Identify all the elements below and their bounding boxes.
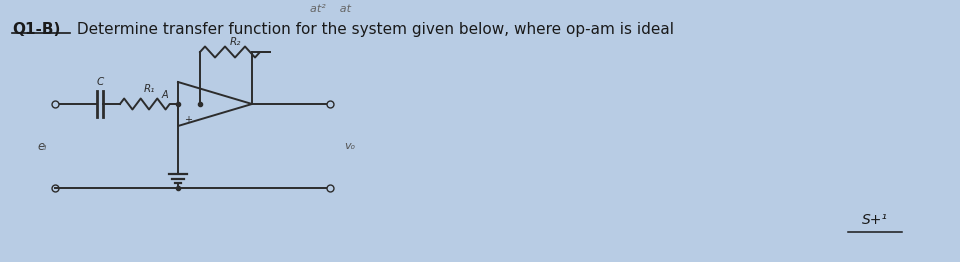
Text: A: A	[161, 90, 168, 100]
Text: R₁: R₁	[143, 84, 155, 94]
Text: Q1-B): Q1-B)	[12, 22, 60, 37]
Text: vₒ: vₒ	[344, 141, 355, 151]
Text: eᵢ: eᵢ	[37, 139, 47, 152]
Text: S+¹: S+¹	[862, 213, 888, 227]
Text: Determine transfer function for the system given below, where op-am is ideal: Determine transfer function for the syst…	[72, 22, 674, 37]
Text: C: C	[96, 77, 104, 87]
Text: R₂: R₂	[229, 37, 241, 47]
Text: at²    at: at² at	[309, 4, 350, 14]
Text: +: +	[184, 115, 192, 125]
